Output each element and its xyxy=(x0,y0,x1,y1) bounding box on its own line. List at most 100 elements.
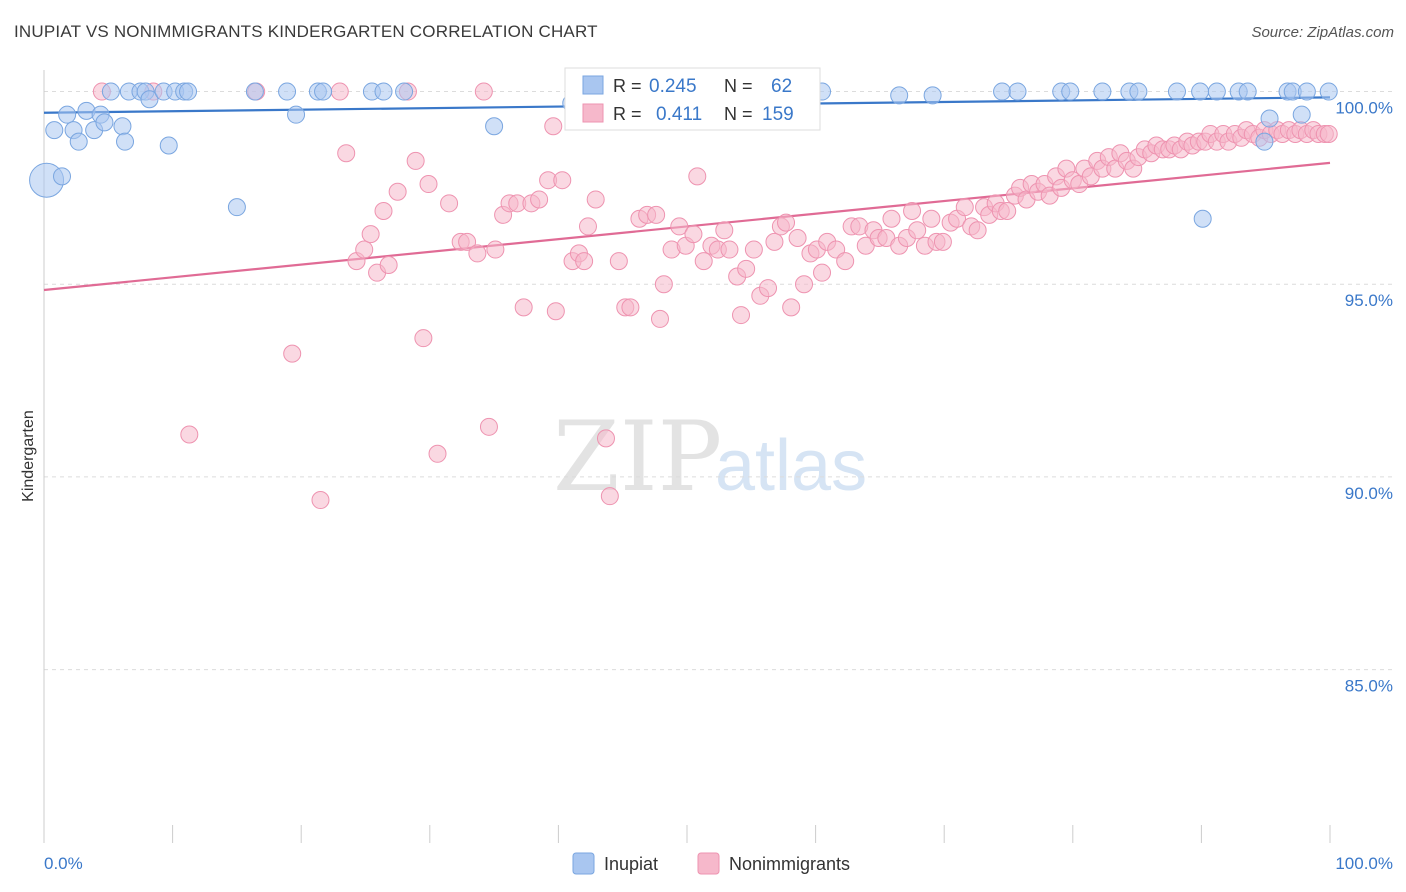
series-legend-label-nonimmigrants[interactable]: Nonimmigrants xyxy=(729,854,850,874)
axes-layer: 100.0% 95.0% 90.0% 85.0% xyxy=(43,70,1393,843)
data-point-nonimmigrants xyxy=(180,425,199,444)
series-legend-swatch-inupiat[interactable] xyxy=(572,852,595,875)
data-point-inupiat xyxy=(485,117,504,136)
data-point-inupiat xyxy=(890,86,909,105)
data-point-inupiat xyxy=(1319,82,1338,101)
data-point-nonimmigrants xyxy=(684,225,703,244)
legend-r-label-nonimmigrants: R = xyxy=(613,104,642,124)
data-point-nonimmigrants xyxy=(621,298,640,317)
y-tick-label: 95.0% xyxy=(1345,291,1393,310)
data-point-nonimmigrants xyxy=(788,228,807,247)
data-point-nonimmigrants xyxy=(903,202,922,221)
data-point-nonimmigrants xyxy=(575,252,594,271)
data-point-inupiat xyxy=(116,132,135,151)
data-point-nonimmigrants xyxy=(720,240,739,259)
data-point-nonimmigrants xyxy=(419,175,438,194)
data-point-inupiat xyxy=(1260,109,1279,128)
data-point-nonimmigrants xyxy=(998,202,1017,221)
data-point-inupiat xyxy=(1167,82,1186,101)
data-point-inupiat xyxy=(1207,82,1226,101)
legend-swatch-nonimmigrants xyxy=(582,103,604,123)
stats-legend: R = 0.245 N = 62 R = 0.411 N = 159 xyxy=(564,67,821,131)
data-point-nonimmigrants xyxy=(777,213,796,232)
data-point-nonimmigrants xyxy=(355,240,374,259)
data-point-nonimmigrants xyxy=(650,309,669,328)
data-point-inupiat xyxy=(923,86,942,105)
watermark-atlas: atlas xyxy=(715,426,867,506)
legend-r-label-inupiat: R = xyxy=(613,76,642,96)
data-point-inupiat xyxy=(1238,82,1257,101)
data-point-nonimmigrants xyxy=(765,232,784,251)
series-legend-label-inupiat[interactable]: Inupiat xyxy=(604,854,658,874)
points-layer xyxy=(29,82,1338,510)
data-point-inupiat xyxy=(95,113,114,132)
data-point-nonimmigrants xyxy=(330,82,349,101)
data-point-inupiat xyxy=(69,132,88,151)
data-point-nonimmigrants xyxy=(694,252,713,271)
data-point-inupiat xyxy=(245,82,264,101)
data-point-inupiat xyxy=(1297,82,1316,101)
series-legend: Inupiat Nonimmigrants xyxy=(572,852,850,875)
data-point-inupiat xyxy=(179,82,198,101)
data-point-inupiat xyxy=(1191,82,1210,101)
data-point-nonimmigrants xyxy=(782,298,801,317)
data-point-nonimmigrants xyxy=(586,190,605,209)
data-point-nonimmigrants xyxy=(647,205,666,224)
data-point-nonimmigrants xyxy=(283,344,302,363)
legend-n-label-nonimmigrants: N = xyxy=(724,104,753,124)
data-point-nonimmigrants xyxy=(1319,124,1338,143)
data-point-nonimmigrants xyxy=(759,279,778,298)
data-point-nonimmigrants xyxy=(553,171,572,190)
data-point-nonimmigrants xyxy=(428,444,447,463)
data-point-nonimmigrants xyxy=(578,217,597,236)
data-point-nonimmigrants xyxy=(836,252,855,271)
data-point-inupiat xyxy=(287,105,306,124)
data-point-nonimmigrants xyxy=(479,417,498,436)
data-point-inupiat xyxy=(101,82,120,101)
data-point-nonimmigrants xyxy=(813,263,832,282)
data-point-inupiat xyxy=(1061,82,1080,101)
data-point-inupiat xyxy=(1008,82,1027,101)
data-point-nonimmigrants xyxy=(737,259,756,278)
data-point-inupiat xyxy=(159,136,178,155)
data-point-nonimmigrants xyxy=(546,302,565,321)
data-point-nonimmigrants xyxy=(882,209,901,228)
data-point-nonimmigrants xyxy=(486,240,505,259)
data-point-inupiat xyxy=(278,82,297,101)
data-point-nonimmigrants xyxy=(600,487,619,506)
y-tick-label: 100.0% xyxy=(1335,99,1393,118)
data-point-inupiat xyxy=(993,82,1012,101)
watermark-zip: ZIP xyxy=(553,401,722,513)
data-point-nonimmigrants xyxy=(337,144,356,163)
data-point-nonimmigrants xyxy=(908,221,927,240)
x-tick-label-min: 0.0% xyxy=(44,854,83,873)
x-tick-label-max: 100.0% xyxy=(1335,854,1393,873)
data-point-nonimmigrants xyxy=(955,198,974,217)
data-point-nonimmigrants xyxy=(544,117,563,136)
data-point-nonimmigrants xyxy=(388,182,407,201)
data-point-inupiat xyxy=(140,90,159,109)
data-point-nonimmigrants xyxy=(968,221,987,240)
legend-r-value-nonimmigrants: 0.411 xyxy=(656,104,702,125)
legend-n-value-nonimmigrants: 159 xyxy=(762,104,794,125)
legend-n-label-inupiat: N = xyxy=(724,76,753,96)
data-point-nonimmigrants xyxy=(596,429,615,448)
data-point-inupiat xyxy=(113,117,132,136)
data-point-inupiat xyxy=(395,82,414,101)
data-point-nonimmigrants xyxy=(688,167,707,186)
source-credit: Source: ZipAtlas.com xyxy=(1251,24,1394,41)
data-point-nonimmigrants xyxy=(744,240,763,259)
data-point-nonimmigrants xyxy=(609,252,628,271)
data-point-inupiat xyxy=(227,198,246,217)
data-point-inupiat xyxy=(53,167,72,186)
data-point-inupiat xyxy=(45,121,64,140)
y-tick-label: 90.0% xyxy=(1345,484,1393,503)
data-point-nonimmigrants xyxy=(414,329,433,348)
y-axis-title: Kindergarten xyxy=(20,410,37,502)
series-legend-swatch-nonimmigrants[interactable] xyxy=(697,852,720,875)
data-point-inupiat xyxy=(1193,209,1212,228)
data-point-inupiat xyxy=(374,82,393,101)
data-point-nonimmigrants xyxy=(922,209,941,228)
data-point-nonimmigrants xyxy=(795,275,814,294)
